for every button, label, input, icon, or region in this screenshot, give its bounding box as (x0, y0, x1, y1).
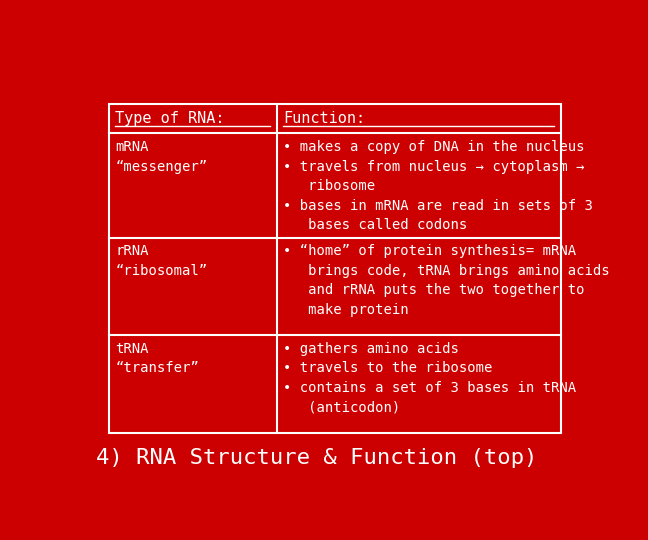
Text: • “home” of protein synthesis= mRNA
   brings code, tRNA brings amino acids
   a: • “home” of protein synthesis= mRNA brin… (283, 245, 610, 317)
Text: rRNA
“ribosomal”: rRNA “ribosomal” (115, 245, 207, 278)
Text: mRNA
“messenger”: mRNA “messenger” (115, 140, 207, 173)
Text: tRNA
“transfer”: tRNA “transfer” (115, 342, 199, 375)
Text: • gathers amino acids
• travels to the ribosome
• contains a set of 3 bases in t: • gathers amino acids • travels to the r… (283, 342, 577, 414)
Text: Type of RNA:: Type of RNA: (115, 111, 225, 126)
Bar (109, 104, 561, 433)
Text: • makes a copy of DNA in the nucleus
• travels from nucleus → cytoplasm →
   rib: • makes a copy of DNA in the nucleus • t… (283, 140, 594, 232)
Text: Function:: Function: (283, 111, 365, 126)
Text: 4) RNA Structure & Function (top): 4) RNA Structure & Function (top) (96, 448, 537, 468)
